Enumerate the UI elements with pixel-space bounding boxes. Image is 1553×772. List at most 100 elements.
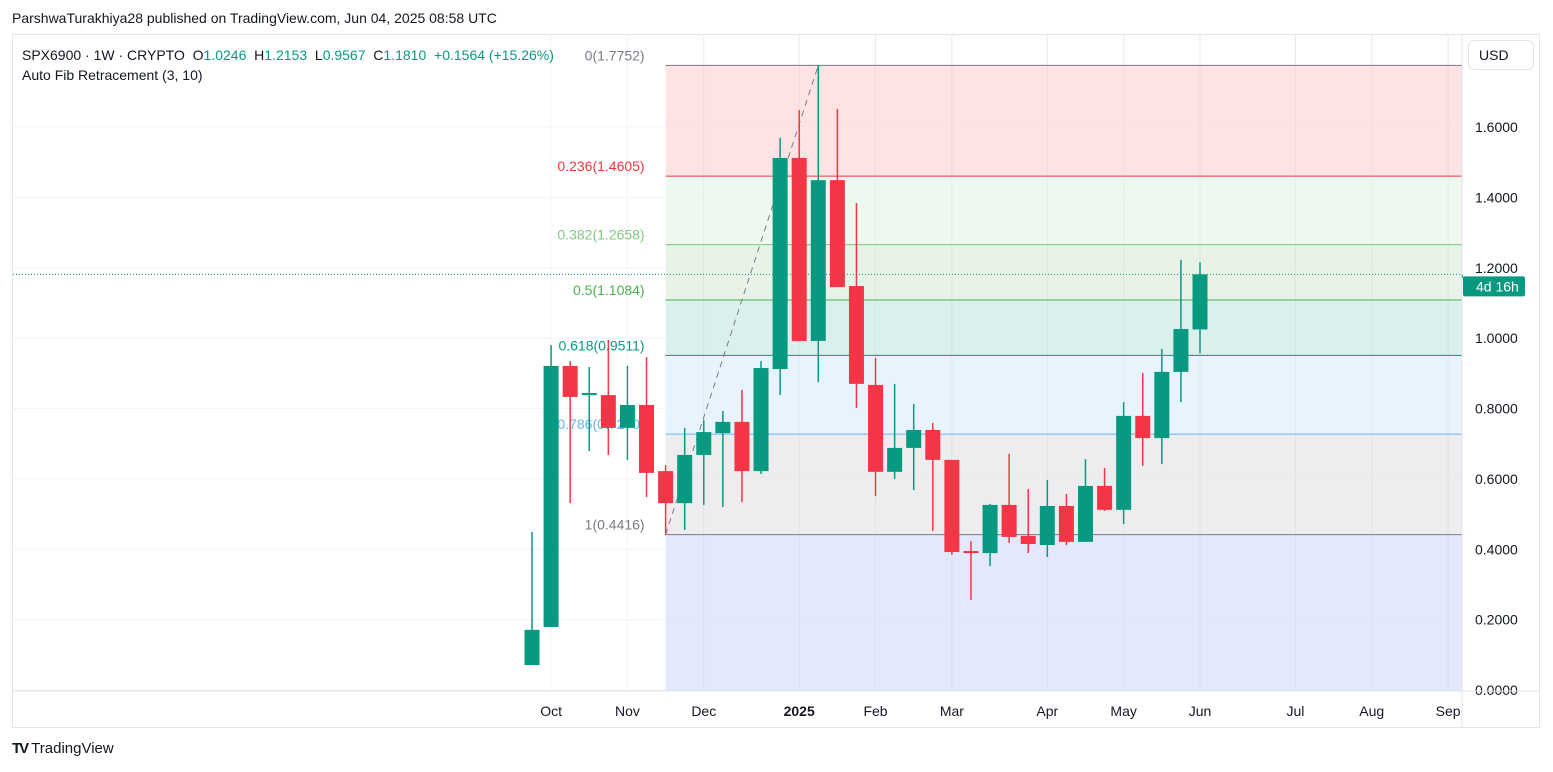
- candle-body: [1116, 415, 1132, 510]
- candle: [581, 366, 597, 452]
- fib-label-1: 1(0.4416): [585, 517, 645, 533]
- time-tick-label: Mar: [940, 703, 964, 719]
- candle-body: [524, 629, 540, 666]
- fib-label-0.382: 0.382(1.2658): [557, 227, 644, 243]
- open-label: O: [192, 47, 204, 63]
- candle-body: [982, 504, 998, 554]
- candle-body: [944, 459, 960, 553]
- low-value: 0.9567: [322, 47, 366, 63]
- candle-body: [753, 368, 769, 472]
- candle-body: [715, 421, 731, 434]
- countdown-label: 4d 16h: [1476, 278, 1519, 294]
- candle-body: [1039, 505, 1055, 546]
- candle-body: [1192, 274, 1208, 330]
- price-tick-label: 0.8000: [1475, 401, 1518, 417]
- fib-zone-0.618: [665, 355, 1462, 435]
- candle: [1001, 453, 1017, 543]
- candle-body: [600, 395, 616, 428]
- high-label: H: [254, 47, 265, 63]
- candle-body: [1154, 371, 1170, 439]
- candle-body: [543, 365, 559, 628]
- countdown-tag: [1463, 276, 1525, 297]
- time-tick-label: Sep: [1436, 703, 1461, 719]
- candle-body: [925, 429, 941, 460]
- candle: [600, 339, 616, 455]
- price-tick-label: 1.0000: [1475, 330, 1518, 346]
- candle: [619, 365, 635, 460]
- time-tick-label: Aug: [1359, 703, 1384, 719]
- time-tick-label: Dec: [691, 703, 716, 719]
- candle-body: [1097, 485, 1113, 510]
- time-tick-label: Feb: [863, 703, 887, 719]
- price-tick-label: 1.2000: [1475, 260, 1518, 276]
- candle: [1154, 349, 1170, 465]
- candle: [1173, 260, 1189, 403]
- tradingview-logo: TV: [12, 740, 29, 757]
- candle: [1097, 467, 1113, 511]
- low-label: L: [314, 47, 323, 63]
- candle: [696, 420, 712, 505]
- chart-frame: [12, 34, 1540, 728]
- legend-ohlc-row: SPX6900 · 1W · CRYPTO O1.0246 H1.2153 L0…: [22, 45, 554, 65]
- candle-body: [906, 429, 922, 448]
- price-tick-label: 0.4000: [1475, 541, 1518, 557]
- candle-body: [829, 180, 845, 288]
- candle: [715, 410, 731, 508]
- candle: [868, 357, 884, 497]
- fib-zone-0: [665, 65, 1462, 177]
- close-label: C: [373, 47, 384, 63]
- candle-body: [562, 365, 578, 397]
- fib-label-0.236: 0.236(1.4605): [557, 158, 644, 174]
- candle: [1077, 459, 1093, 542]
- candle: [1020, 489, 1036, 554]
- change-value: +0.1564 (+15.26%): [434, 47, 554, 63]
- candle-body: [1058, 505, 1074, 542]
- time-tick-label: Oct: [540, 703, 562, 719]
- price-tick-label: 1.6000: [1475, 119, 1518, 135]
- candle: [677, 427, 693, 530]
- candle-body: [1135, 415, 1151, 439]
- candle: [753, 360, 769, 474]
- candle-body: [963, 551, 979, 554]
- candle-body: [868, 384, 884, 472]
- currency-button[interactable]: USD: [1468, 40, 1534, 70]
- candle-body: [619, 404, 635, 428]
- candle: [524, 532, 540, 666]
- candle: [829, 109, 845, 288]
- candle: [887, 383, 903, 479]
- candle: [791, 110, 807, 341]
- candle: [562, 360, 578, 504]
- time-tick-label: 2025: [784, 703, 815, 719]
- footer-brand: TV TradingView: [12, 740, 114, 757]
- price-tick-label: 0.2000: [1475, 612, 1518, 628]
- candle: [848, 203, 864, 409]
- candle: [1058, 494, 1074, 546]
- price-tick-label: 1.4000: [1475, 189, 1518, 205]
- candle: [1135, 372, 1151, 466]
- symbol-info[interactable]: SPX6900 · 1W · CRYPTO: [22, 47, 185, 63]
- brand-name: TradingView: [31, 740, 114, 757]
- high-value: 1.2153: [264, 47, 308, 63]
- candle-body: [658, 471, 674, 504]
- candle-body: [1173, 328, 1189, 372]
- fib-label-0.618: 0.618(0.9511): [558, 337, 644, 353]
- candle-body: [1077, 485, 1093, 542]
- candle-body: [772, 157, 788, 370]
- time-tick-label: Apr: [1036, 703, 1058, 719]
- candle: [639, 357, 655, 498]
- candle-body: [581, 393, 597, 396]
- indicator-label[interactable]: Auto Fib Retracement (3, 10): [22, 67, 203, 83]
- price-tick-label: 0.0000: [1475, 682, 1518, 698]
- close-value: 1.1810: [383, 47, 427, 63]
- candle-body: [848, 286, 864, 384]
- time-tick-label: May: [1110, 703, 1136, 719]
- candle-body: [696, 432, 712, 455]
- candle: [658, 465, 674, 535]
- candle: [1192, 262, 1208, 354]
- chart-legend: SPX6900 · 1W · CRYPTO O1.0246 H1.2153 L0…: [22, 45, 554, 85]
- candle: [982, 503, 998, 567]
- candle: [772, 137, 788, 396]
- time-tick-label: Nov: [615, 703, 640, 719]
- candle: [925, 422, 941, 531]
